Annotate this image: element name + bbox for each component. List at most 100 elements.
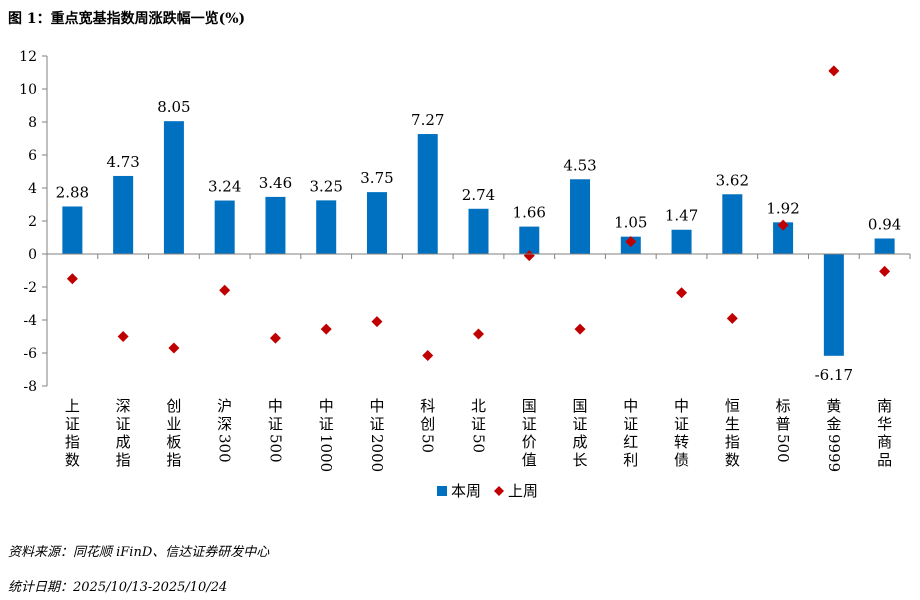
x-tick-label-char: 北 [471,397,486,415]
y-tick-label: -4 [23,313,37,329]
bar [214,200,235,254]
x-tick-label-char: 数 [725,451,740,469]
bar [417,134,438,254]
x-tick-label-char: 生 [725,415,740,433]
x-tick-label-char: 证 [522,415,537,433]
data-label: 3.46 [259,174,292,192]
data-label: 3.75 [360,169,393,187]
x-tick-label-char: 国 [522,397,537,415]
data-label: -6.17 [815,366,853,384]
legend: 本周 上周 [437,482,538,500]
bar [519,226,540,254]
x-tick-label-char: 证 [573,415,588,433]
x-tick-label-char: 深 [116,397,131,415]
x-tick-label-char: 中 [623,397,638,415]
x-tick-label-char: 华 [877,415,892,433]
x-tick-label-char: 黄 [826,397,841,415]
x-axis: 上证指数深证成指创业板指沪深300中证500中证1000中证2000科创50北证… [46,253,911,472]
y-tick-label: 6 [28,148,37,164]
marker-point [879,265,891,277]
x-tick-label-char: 创 [166,397,181,415]
x-tick-label-char: 指 [725,433,740,451]
data-label: 4.53 [563,156,596,174]
marker-point [269,332,281,344]
scatter-series [66,65,891,361]
legend-swatch-bar [437,486,447,496]
x-tick-label-char: 中 [268,397,283,415]
x-tick-label-char: 数 [65,451,80,469]
bar [722,194,743,254]
marker-point [168,342,180,354]
x-tick-label-char: 证 [319,415,334,433]
bar-series [62,121,895,356]
x-tick-label-char: 指 [166,451,181,469]
figure-title: 图 1：重点宽基指数周涨跌幅一览(%) [8,11,246,27]
x-tick-label-char: 红 [623,433,638,451]
marker-point [117,331,129,342]
x-tick-label-digits: 50 [470,434,488,453]
marker-point [523,250,535,262]
x-tick-label-char: 证 [623,415,638,433]
marker-point [777,219,789,231]
bar [316,200,337,254]
bar [366,192,387,254]
x-tick-label-char: 普 [776,415,791,433]
marker-point [574,323,586,335]
x-tick-label-char: 成 [116,433,131,451]
data-label: 1.66 [513,204,546,222]
marker-point [828,65,840,77]
x-tick-label-char: 指 [116,451,131,469]
y-tick-label: -2 [23,280,37,296]
marker-point [676,287,688,299]
bar [823,254,844,356]
x-tick-label-char: 创 [420,415,435,433]
marker-point [422,349,434,361]
y-tick-label: -8 [23,379,37,395]
x-tick-label-char: 证 [65,415,80,433]
marker-point [371,316,383,328]
x-tick-label-char: 中 [674,397,689,415]
bar [62,206,83,254]
x-tick-label-char: 金 [826,415,841,433]
y-axis: -8 -6 -4 -2 0 2 4 6 8 10 12 [19,49,48,395]
x-tick-label-char: 证 [116,415,131,433]
x-tick-label-char: 品 [877,451,892,469]
x-tick-label-digits: 50 [419,434,437,453]
x-tick-label-char: 证 [268,415,283,433]
y-tick-label: 0 [28,247,37,263]
marker-point [320,323,332,335]
bar [468,208,489,254]
legend-swatch-marker [494,486,504,496]
x-tick-label-char: 指 [65,433,80,451]
x-tick-label-digits: 9999 [825,434,843,472]
y-tick-label: -6 [23,346,37,362]
data-label: 1.92 [766,199,799,217]
marker-point [219,284,231,296]
x-tick-label-char: 债 [674,451,689,469]
bar [163,121,184,254]
legend-label: 上周 [508,482,538,500]
x-tick-label-digits: 500 [266,434,284,463]
x-tick-label-char: 上 [65,397,80,415]
x-tick-label-char: 值 [522,451,537,469]
bar [570,179,591,254]
data-label: 0.94 [868,215,901,233]
data-label: 4.73 [106,153,139,171]
x-tick-label-char: 证 [369,415,384,433]
x-tick-label-char: 沪 [217,397,232,415]
x-tick-label-char: 转 [674,433,689,451]
bar [874,238,895,254]
x-tick-label-char: 长 [573,451,588,469]
x-tick-label-char: 中 [319,397,334,415]
legend-label: 本周 [451,482,481,500]
x-tick-label-char: 证 [674,415,689,433]
x-tick-label-char: 板 [166,433,181,451]
marker-point [66,273,78,285]
x-tick-label-char: 证 [471,415,486,433]
x-tick-label-char: 业 [166,415,181,433]
data-label: 1.05 [614,214,647,232]
x-tick-label-digits: 300 [216,434,234,463]
x-tick-label-char: 成 [573,433,588,451]
x-tick-label-char: 恒 [725,397,740,415]
y-tick-label: 12 [19,49,37,65]
